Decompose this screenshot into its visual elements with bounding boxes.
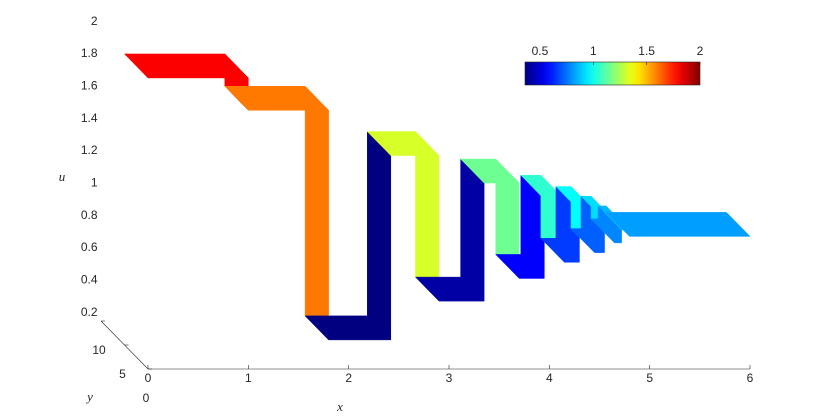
x-axis-label: x xyxy=(336,399,343,414)
x-tick-label: 2 xyxy=(345,371,352,385)
z-tick-label: 1.4 xyxy=(81,111,98,125)
colorbar-tick-label: 2 xyxy=(697,44,704,58)
colorbar-tick-label: 1.5 xyxy=(638,44,655,58)
ribbon-face xyxy=(304,85,329,341)
ribbon-face xyxy=(605,212,751,237)
ribbon-face xyxy=(367,130,392,341)
ribbon-face xyxy=(415,130,440,302)
ribbon-face xyxy=(460,158,485,302)
z-tick-label: 1.8 xyxy=(81,46,98,60)
z-tick-label: 0.8 xyxy=(81,208,98,222)
z-tick-label: 1 xyxy=(91,175,98,189)
x-tick-label: 0 xyxy=(145,371,152,385)
z-tick-label: 1.6 xyxy=(81,78,98,92)
colorbar-tick-label: 1 xyxy=(590,44,597,58)
colorbar-tick-label: 0.5 xyxy=(532,44,549,58)
x-tick-label: 4 xyxy=(546,371,553,385)
x-tick-label: 3 xyxy=(446,371,453,385)
x-tick-label: 1 xyxy=(245,371,252,385)
colorbar xyxy=(524,61,701,86)
y-axis-label: y xyxy=(85,389,93,404)
z-tick-label: 0.6 xyxy=(81,240,98,254)
z-tick-label: 2 xyxy=(91,14,98,28)
z-axis-label: u xyxy=(59,169,66,184)
x-tick-label: 5 xyxy=(646,371,653,385)
y-tick-label: 0 xyxy=(143,391,150,405)
z-tick-label: 0.4 xyxy=(81,272,98,286)
x-tick-label: 6 xyxy=(747,371,754,385)
y-tick-label: 5 xyxy=(119,367,126,381)
z-tick-label: 1.2 xyxy=(81,143,98,157)
y-tick-label: 10 xyxy=(92,343,106,357)
z-tick-label: 0.2 xyxy=(81,305,98,319)
